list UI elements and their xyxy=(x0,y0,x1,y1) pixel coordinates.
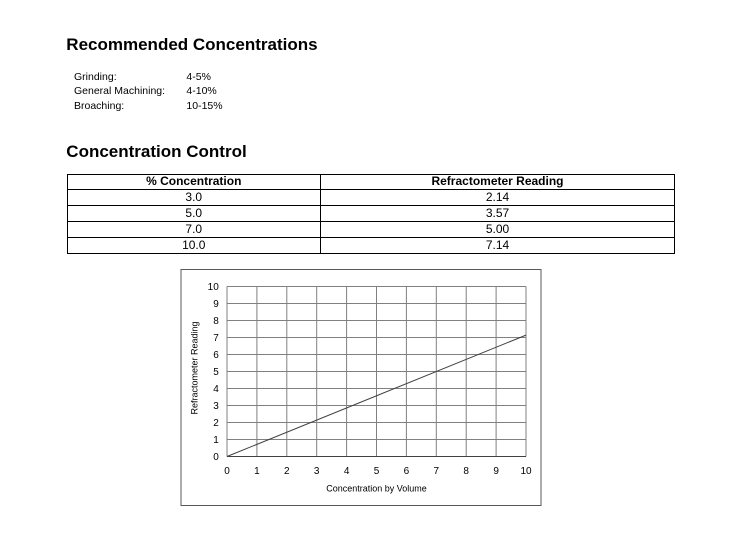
svg-text:10: 10 xyxy=(520,466,532,477)
svg-text:3: 3 xyxy=(213,401,219,412)
svg-text:7: 7 xyxy=(434,466,440,477)
svg-text:0: 0 xyxy=(213,452,219,463)
svg-text:9: 9 xyxy=(213,299,219,310)
svg-text:4: 4 xyxy=(344,466,350,477)
svg-text:2: 2 xyxy=(213,418,219,429)
svg-text:10: 10 xyxy=(208,282,220,293)
svg-text:9: 9 xyxy=(493,466,499,477)
svg-text:Refractometer Reading: Refractometer Reading xyxy=(190,321,200,414)
svg-text:5: 5 xyxy=(213,367,219,378)
svg-text:Concentration by Volume: Concentration by Volume xyxy=(326,484,427,494)
svg-text:3: 3 xyxy=(314,466,320,477)
svg-text:5: 5 xyxy=(374,466,380,477)
svg-text:6: 6 xyxy=(213,350,219,361)
svg-text:6: 6 xyxy=(404,466,410,477)
svg-text:8: 8 xyxy=(213,316,219,327)
svg-text:8: 8 xyxy=(463,466,469,477)
svg-text:4: 4 xyxy=(213,384,219,395)
svg-text:2: 2 xyxy=(284,466,290,477)
svg-text:0: 0 xyxy=(224,466,230,477)
svg-text:1: 1 xyxy=(213,435,219,446)
svg-text:1: 1 xyxy=(254,466,260,477)
svg-text:7: 7 xyxy=(213,333,219,344)
